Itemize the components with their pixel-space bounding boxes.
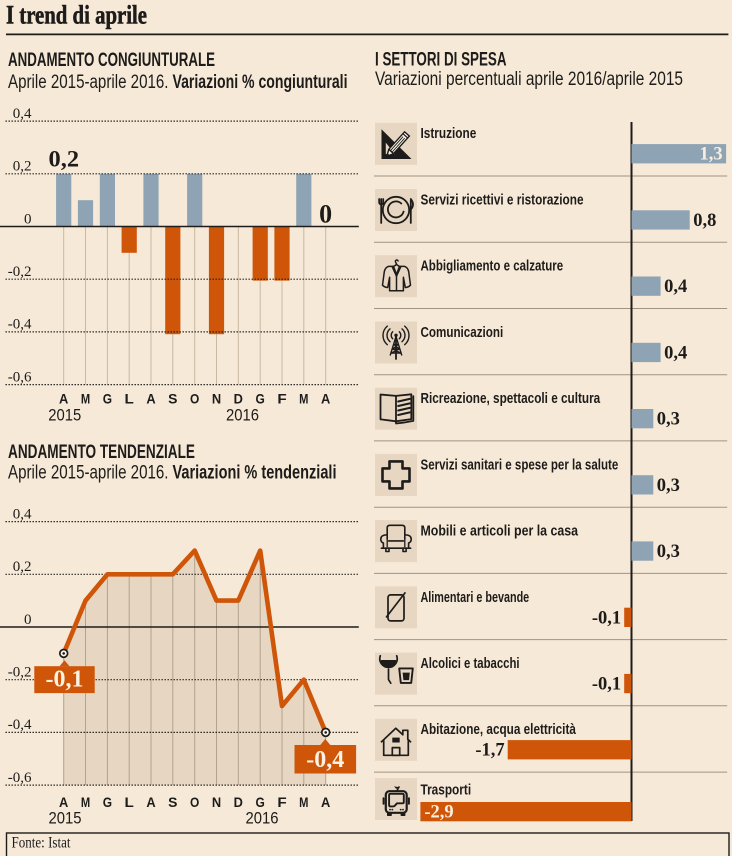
svg-text:2016: 2016 <box>246 809 279 828</box>
svg-text:0,4: 0,4 <box>13 106 32 122</box>
svg-text:2015: 2015 <box>49 809 82 828</box>
svg-text:L: L <box>125 794 135 810</box>
svg-text:Abbigliamento e calzature: Abbigliamento e calzature <box>421 258 564 275</box>
svg-text:N: N <box>212 794 221 810</box>
svg-text:G: G <box>256 794 265 810</box>
svg-text:-0,4: -0,4 <box>8 317 32 333</box>
svg-text:-0,2: -0,2 <box>8 264 32 280</box>
svg-text:ANDAMENTO TENDENZIALE: ANDAMENTO TENDENZIALE <box>8 442 195 463</box>
svg-text:D: D <box>234 391 243 407</box>
svg-text:-0,2: -0,2 <box>8 665 32 681</box>
svg-text:Aprile 2015-aprile 2016.: Aprile 2015-aprile 2016. <box>8 72 169 93</box>
svg-text:D: D <box>234 794 243 810</box>
svg-text:F: F <box>277 794 287 810</box>
svg-text:ANDAMENTO CONGIUNTURALE: ANDAMENTO CONGIUNTURALE <box>8 50 215 71</box>
svg-text:A: A <box>59 794 68 810</box>
svg-text:Servizi sanitari e spese per l: Servizi sanitari e spese per la salute <box>421 456 619 473</box>
svg-text:0,2: 0,2 <box>13 559 32 575</box>
svg-text:A: A <box>146 391 155 407</box>
svg-text:Comunicazioni: Comunicazioni <box>421 324 504 341</box>
svg-text:I SETTORI DI SPESA: I SETTORI DI SPESA <box>375 50 507 71</box>
svg-text:2016: 2016 <box>226 406 259 425</box>
svg-text:G: G <box>103 391 112 407</box>
svg-text:S: S <box>168 391 177 407</box>
svg-text:-2,9: -2,9 <box>424 803 453 823</box>
svg-text:-0,4: -0,4 <box>8 717 32 733</box>
svg-text:Alimentari e bevande: Alimentari e bevande <box>421 589 530 606</box>
svg-text:Mobili e articoli per la casa: Mobili e articoli per la casa <box>421 523 579 540</box>
svg-text:0,4: 0,4 <box>664 343 687 363</box>
svg-text:O: O <box>190 391 199 407</box>
svg-text:0,4: 0,4 <box>13 506 32 522</box>
svg-text:-0,6: -0,6 <box>8 770 32 786</box>
svg-text:0,3: 0,3 <box>657 542 680 562</box>
svg-text:0: 0 <box>319 199 332 228</box>
svg-text:-0,1: -0,1 <box>592 608 621 628</box>
svg-text:M: M <box>81 391 90 407</box>
svg-text:-0,1: -0,1 <box>46 667 84 693</box>
svg-text:F: F <box>277 391 287 407</box>
svg-text:Fonte: Istat: Fonte: Istat <box>12 834 71 851</box>
svg-text:A: A <box>321 794 330 810</box>
svg-text:A: A <box>146 794 155 810</box>
svg-text:Variazioni percentuali aprile: Variazioni percentuali aprile 2016/april… <box>375 69 683 90</box>
svg-text:0: 0 <box>24 211 32 227</box>
svg-text:S: S <box>168 794 177 810</box>
svg-text:Alcolici e tabacchi: Alcolici e tabacchi <box>421 655 520 672</box>
svg-text:-0,4: -0,4 <box>306 747 344 773</box>
svg-text:1,3: 1,3 <box>699 145 722 165</box>
svg-text:G: G <box>103 794 112 810</box>
svg-text:I trend di aprile: I trend di aprile <box>6 1 147 30</box>
svg-text:0,2: 0,2 <box>13 159 32 175</box>
svg-text:Abitazione, acqua elettricità: Abitazione, acqua elettricità <box>421 721 577 738</box>
svg-text:O: O <box>190 794 199 810</box>
svg-text:N: N <box>212 391 221 407</box>
svg-text:-0,1: -0,1 <box>592 675 621 695</box>
svg-text:0,8: 0,8 <box>693 211 716 231</box>
svg-text:Servizi ricettivi e ristorazio: Servizi ricettivi e ristorazione <box>421 191 584 208</box>
svg-text:Istruzione: Istruzione <box>421 125 477 142</box>
svg-text:Trasporti: Trasporti <box>421 782 472 799</box>
svg-text:0,3: 0,3 <box>657 410 680 430</box>
svg-text:0,3: 0,3 <box>657 476 680 496</box>
svg-text:Ricreazione, spettacoli e cult: Ricreazione, spettacoli e cultura <box>421 390 601 407</box>
svg-text:-0,6: -0,6 <box>8 369 32 385</box>
svg-text:Variazioni % tendenziali: Variazioni % tendenziali <box>173 463 337 484</box>
svg-text:M: M <box>299 794 308 810</box>
svg-text:G: G <box>256 391 265 407</box>
svg-text:A: A <box>321 391 330 407</box>
svg-text:M: M <box>299 391 308 407</box>
svg-text:Variazioni % congiunturali: Variazioni % congiunturali <box>173 72 348 93</box>
svg-text:0: 0 <box>24 612 32 628</box>
svg-text:Aprile 2015-aprile 2016.: Aprile 2015-aprile 2016. <box>8 463 169 484</box>
svg-text:0,4: 0,4 <box>664 277 687 297</box>
svg-text:A: A <box>59 391 68 407</box>
svg-text:-1,7: -1,7 <box>475 741 504 761</box>
svg-text:2015: 2015 <box>48 406 81 425</box>
svg-text:M: M <box>81 794 90 810</box>
svg-text:0,2: 0,2 <box>49 146 80 171</box>
svg-text:L: L <box>125 391 135 407</box>
